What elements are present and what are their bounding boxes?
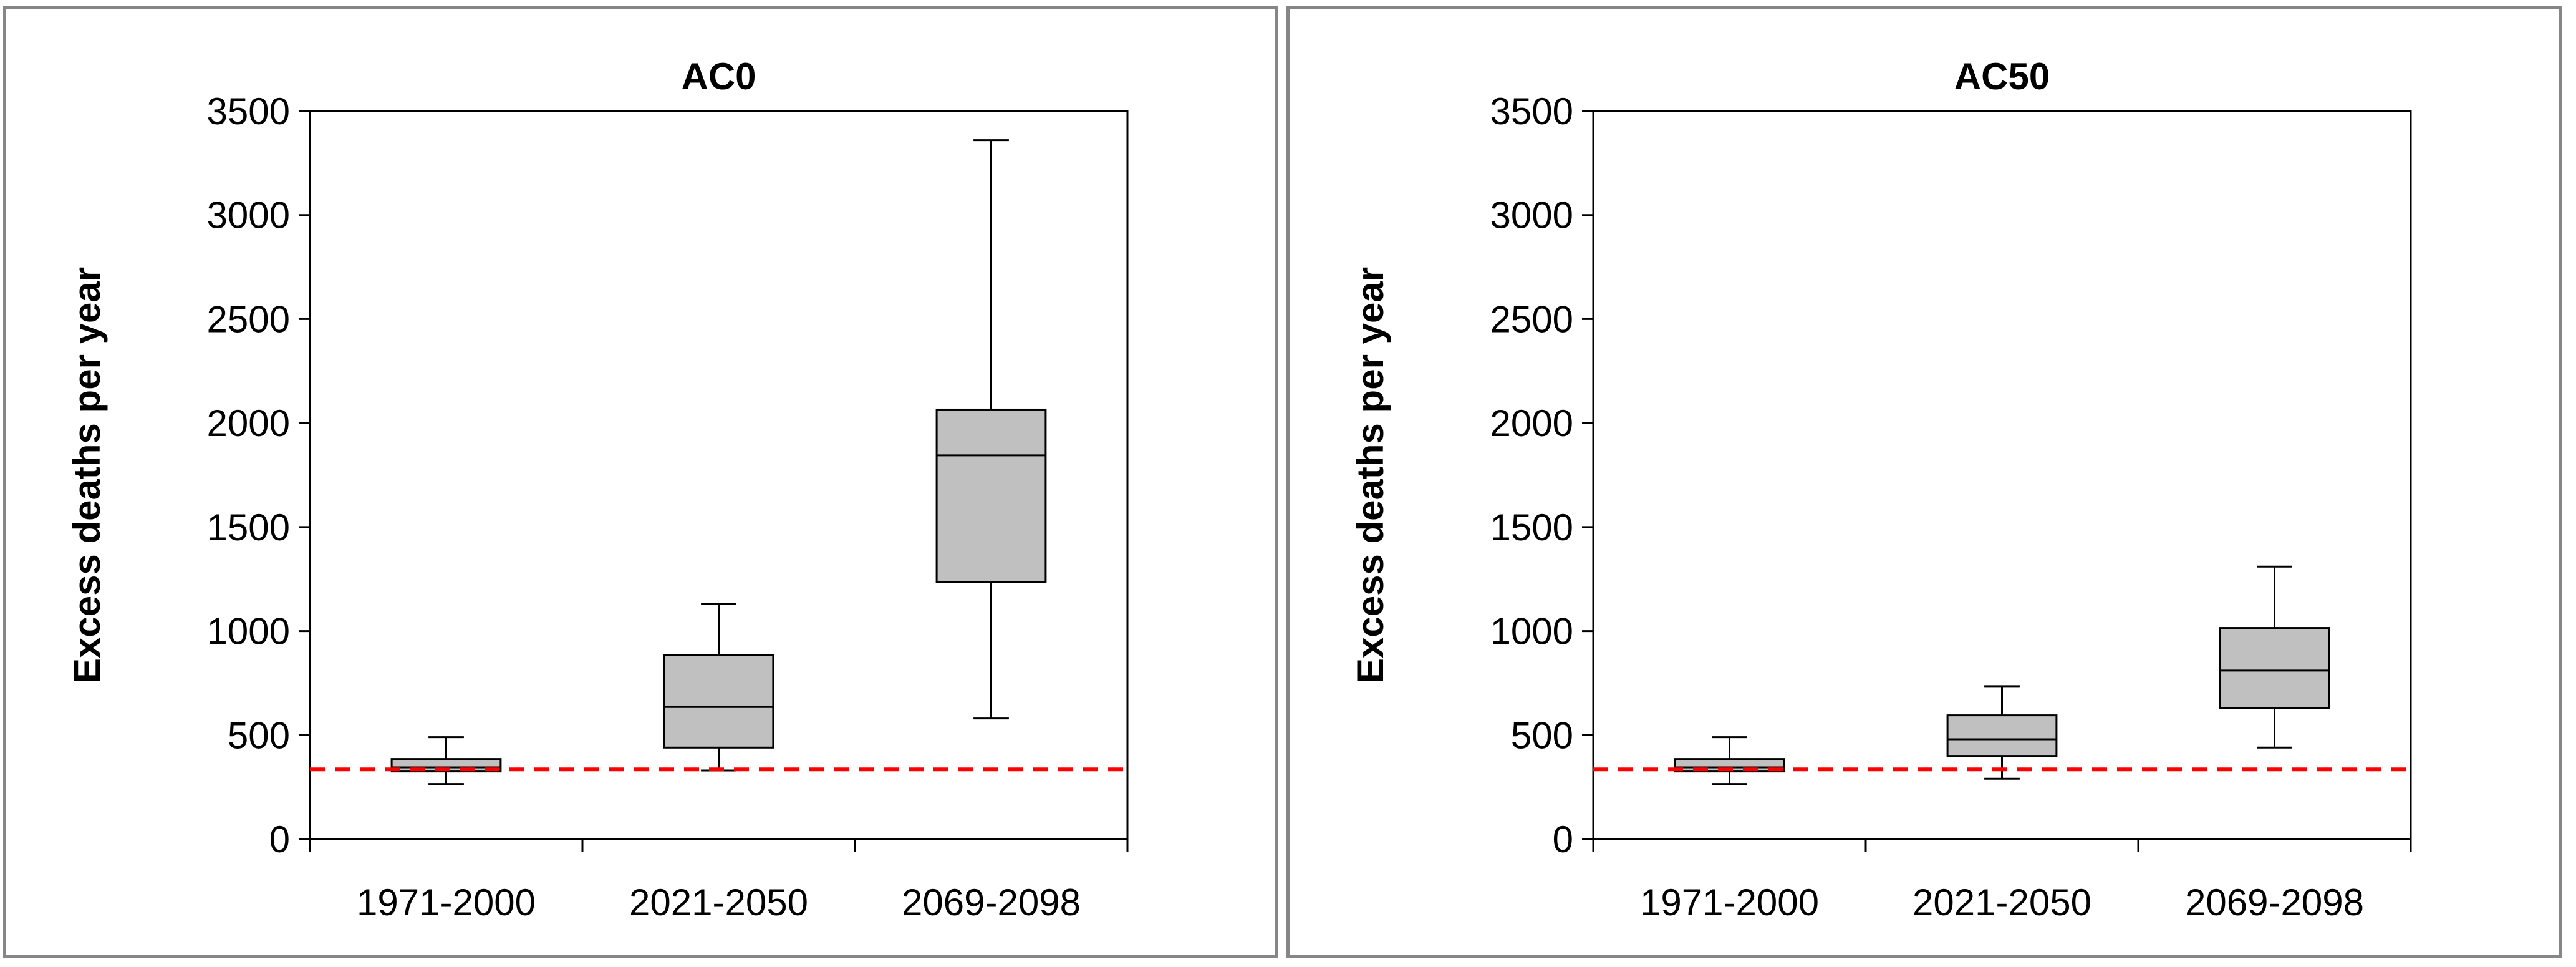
box-iqr <box>1946 714 2058 757</box>
y-tick-label: 2000 <box>207 402 290 444</box>
y-tick-label: 2500 <box>207 298 290 340</box>
y-tick-label: 1000 <box>1490 611 1573 653</box>
box-iqr <box>935 408 1047 583</box>
box-iqr <box>663 654 774 749</box>
y-tick-label: 1500 <box>1490 507 1573 548</box>
plot-area-frame <box>1592 110 2412 840</box>
y-tick-label: 3500 <box>207 90 290 132</box>
y-axis-label: Excess deaths per year <box>1349 267 1391 683</box>
y-axis-label: Excess deaths per year <box>66 267 108 683</box>
x-tick-label: 2069-2098 <box>902 882 1081 923</box>
x-tick-label: 1971-2000 <box>1640 882 1819 923</box>
y-tick-label: 500 <box>228 714 290 756</box>
chart-title: AC50 <box>1954 56 2050 97</box>
y-tick-label: 0 <box>1553 819 1573 860</box>
y-tick-label: 500 <box>1511 714 1573 756</box>
x-tick-label: 1971-2000 <box>357 882 536 923</box>
x-tick-label: 2021-2050 <box>1913 882 2091 923</box>
y-tick-label: 0 <box>269 819 290 860</box>
y-tick-label: 2000 <box>1490 402 1573 444</box>
y-tick-label: 3500 <box>1490 90 1573 132</box>
y-tick-label: 1500 <box>207 507 290 548</box>
x-tick-label: 2069-2098 <box>2185 882 2364 923</box>
y-tick-label: 3000 <box>1490 195 1573 236</box>
y-tick-label: 3000 <box>207 195 290 236</box>
plot-area-frame <box>309 110 1129 840</box>
y-tick-label: 1000 <box>207 611 290 653</box>
boxplot-chart-ac50: AC50 Excess deaths per year 0 500 1000 1500 20… <box>1349 56 2412 923</box>
chart-panel-ac50: AC50 Excess deaths per year 0 500 1000 1500 20… <box>1286 6 2562 958</box>
chart-panel-ac0: AC0 Excess deaths per year 0 500 1000 1500 200… <box>3 6 1278 958</box>
boxplot-chart-ac0: AC0 Excess deaths per year 0 500 1000 1500 200… <box>66 56 1129 923</box>
x-tick-label: 2021-2050 <box>629 882 808 923</box>
box-iqr <box>2219 627 2330 709</box>
y-tick-label: 2500 <box>1490 298 1573 340</box>
chart-title: AC0 <box>681 56 756 97</box>
